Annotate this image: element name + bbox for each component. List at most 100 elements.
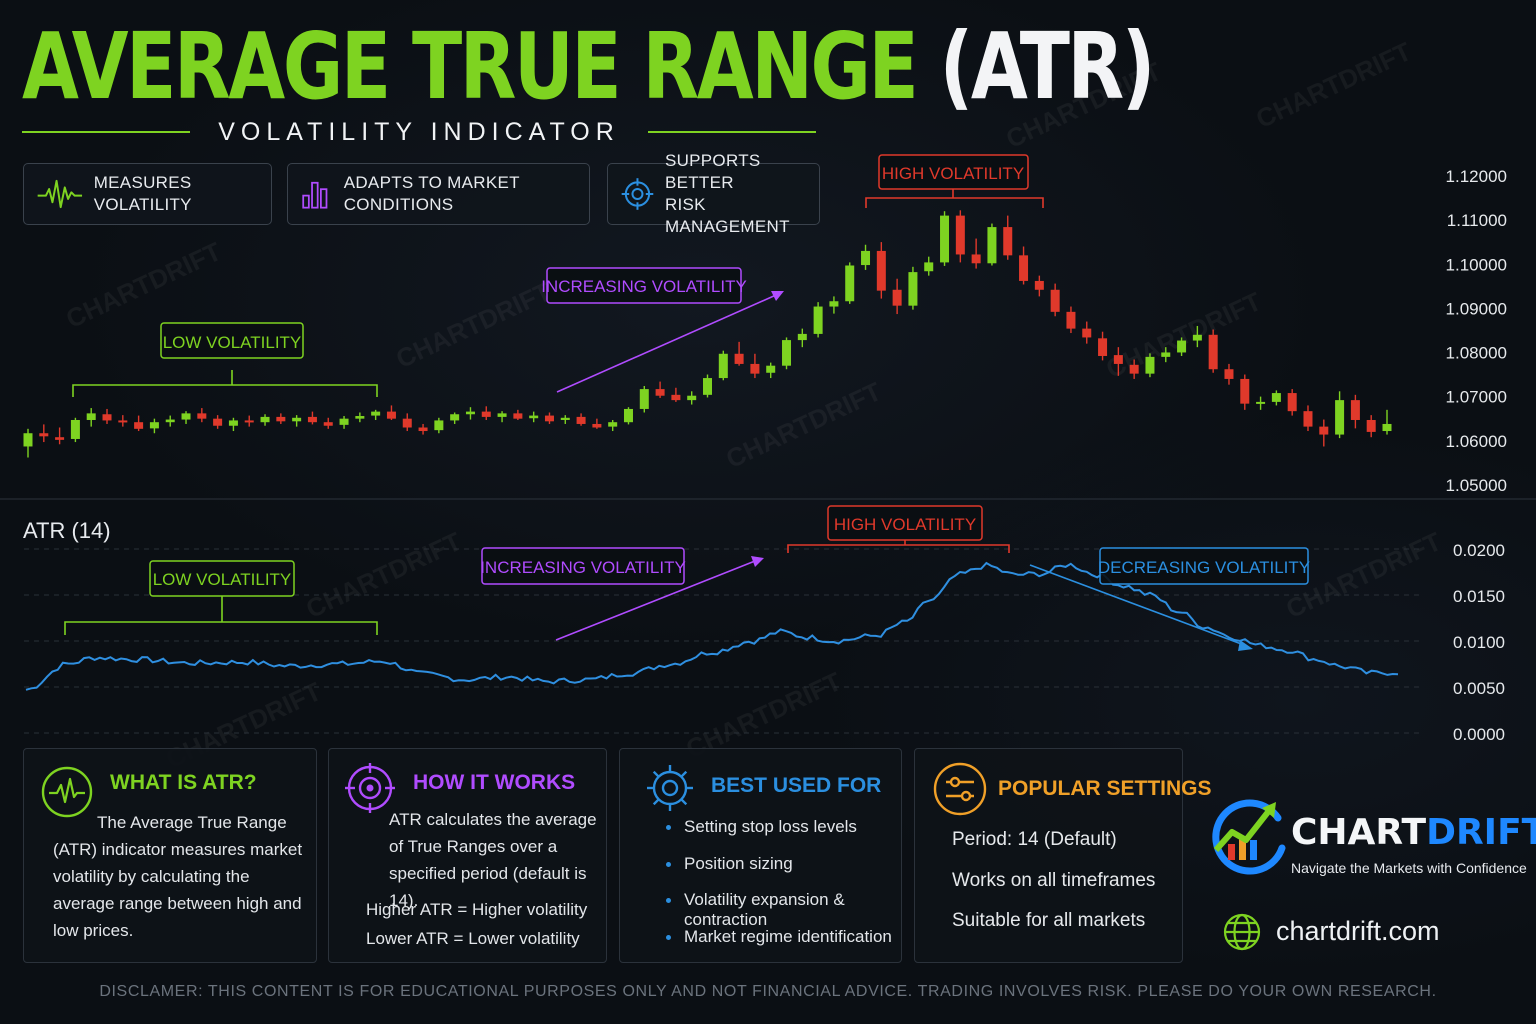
card-text: The Average True Range (ATR) indicator m… xyxy=(53,813,303,940)
candle xyxy=(197,408,207,423)
candle xyxy=(118,415,128,427)
candle-body xyxy=(924,262,934,272)
candle xyxy=(750,353,760,379)
candle xyxy=(687,391,697,405)
candle xyxy=(1019,246,1029,285)
gear-icon xyxy=(647,765,693,811)
price-tick-label: 1.09000 xyxy=(1446,299,1507,318)
candle xyxy=(1050,283,1060,317)
candle xyxy=(639,386,649,413)
candle xyxy=(703,374,712,398)
candle xyxy=(1066,306,1076,334)
candle xyxy=(861,244,871,270)
candle xyxy=(23,428,33,458)
chartdrift-logo-icon xyxy=(1212,799,1286,875)
card-how-it-works: HOW IT WORKS ATR calculates the average … xyxy=(328,748,607,963)
candle-body xyxy=(1050,289,1060,312)
candle-body xyxy=(608,422,618,427)
candle-body xyxy=(1335,400,1345,435)
candle xyxy=(560,415,570,424)
candle xyxy=(813,302,823,338)
best-used-list: Setting stop loss levels Position sizing… xyxy=(666,817,901,963)
candle-body xyxy=(339,418,349,425)
title-main: AVERAGE TRUE RANGE xyxy=(22,13,919,120)
candle xyxy=(829,296,839,314)
candle-body xyxy=(1177,340,1187,353)
candle xyxy=(1192,325,1202,348)
feature-risk-management: SUPPORTS BETTER RISK MANAGEMENT xyxy=(607,151,820,236)
candle xyxy=(797,328,807,348)
candle-body xyxy=(576,416,586,424)
candle xyxy=(1082,321,1092,344)
candle-body xyxy=(1161,352,1171,357)
candle xyxy=(1098,331,1108,361)
candle-body xyxy=(861,250,871,266)
candle xyxy=(86,408,96,427)
candle-body xyxy=(892,289,902,306)
candle-body xyxy=(623,408,633,423)
candle-body xyxy=(307,416,317,423)
candle-body xyxy=(292,417,302,422)
candle xyxy=(955,210,965,263)
candle xyxy=(371,409,381,420)
candle-body xyxy=(1382,423,1392,432)
candle xyxy=(1287,389,1297,416)
annotation-low-volatility: LOW VOLATILITY xyxy=(72,322,378,397)
candle xyxy=(845,262,855,304)
candle-body xyxy=(1271,393,1281,402)
website-link[interactable]: chartdrift.com xyxy=(1276,916,1440,946)
candle-body xyxy=(149,422,159,429)
price-tick-label: 1.12000 xyxy=(1446,167,1507,186)
candle-body xyxy=(134,422,144,429)
candle xyxy=(1256,396,1266,410)
subtitle: VOLATILITY INDICATOR xyxy=(218,117,620,146)
candle-body xyxy=(1066,311,1076,329)
candle xyxy=(55,427,65,445)
candle xyxy=(1382,409,1392,435)
list-item: Market regime identification xyxy=(666,927,901,964)
sliders-icon xyxy=(933,762,987,816)
candle xyxy=(940,211,950,266)
candle-body xyxy=(734,353,744,364)
candle-body xyxy=(1240,378,1250,404)
candle-body xyxy=(86,413,96,420)
candle-body xyxy=(323,422,333,426)
card-popular-settings: POPULAR SETTINGS Period: 14 (Default) Wo… xyxy=(914,748,1212,963)
candle-body xyxy=(1113,355,1123,364)
candle-body xyxy=(497,413,507,417)
candle-body xyxy=(260,416,270,423)
candle xyxy=(623,407,633,425)
bars-icon xyxy=(302,181,328,209)
candle xyxy=(323,417,333,429)
candle xyxy=(1271,390,1281,406)
candle xyxy=(165,415,175,427)
candle xyxy=(1034,275,1044,297)
annotation-increasing-volatility: INCREASING VOLATILITY xyxy=(541,267,784,393)
candle xyxy=(1303,405,1313,432)
candle-body xyxy=(940,215,950,263)
candle xyxy=(987,223,997,266)
annotation-label: DECREASING VOLATILITY xyxy=(1098,558,1310,577)
candle xyxy=(1208,329,1218,373)
brand-name-part: DRIFT xyxy=(1426,812,1536,853)
card-title: BEST USED FOR xyxy=(711,774,882,797)
annotation-high-volatility: HIGH VOLATILITY xyxy=(865,154,1044,208)
card-title: POPULAR SETTINGS xyxy=(998,777,1212,800)
feature-label: ADAPTS TO MARKET CONDITIONS xyxy=(343,173,520,214)
atr-annotation-decreasing-volatility: DECREASING VOLATILITY xyxy=(1029,547,1310,651)
candlestick-series xyxy=(23,210,1392,458)
candle xyxy=(608,419,618,432)
subtitle-rule-right xyxy=(647,131,817,133)
candle xyxy=(149,418,159,434)
candle-body xyxy=(102,414,112,421)
candle xyxy=(181,411,191,424)
candle-body xyxy=(813,306,823,334)
candle-body xyxy=(165,419,175,423)
brand-name: CHARTDRIFT xyxy=(1291,812,1536,853)
feature-label: SUPPORTS BETTER RISK MANAGEMENT xyxy=(664,151,790,236)
price-tick-label: 1.08000 xyxy=(1446,344,1507,363)
candle-body xyxy=(845,265,855,302)
atr-tick-label: 0.0000 xyxy=(1453,725,1505,744)
card-line-higher: Higher ATR = Higher volatility xyxy=(366,900,588,919)
atr-annotation-increasing-volatility: INCREASING VOLATILITY xyxy=(480,547,764,641)
